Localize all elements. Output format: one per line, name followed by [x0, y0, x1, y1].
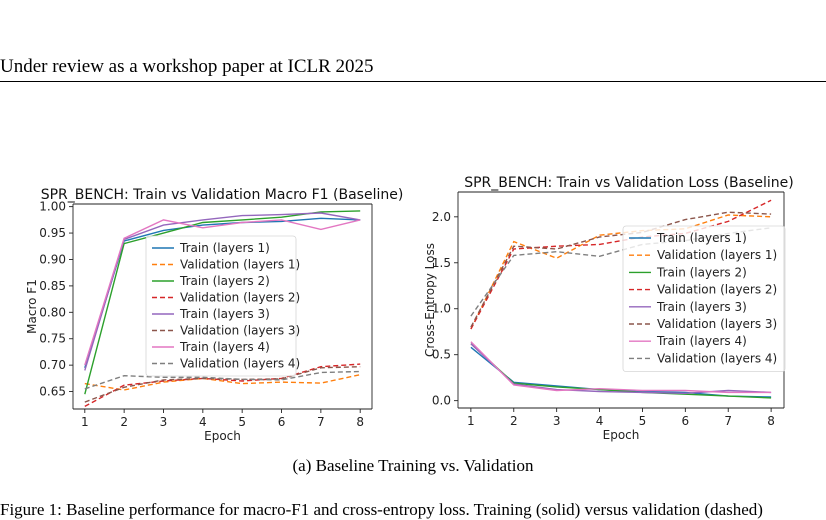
legend-label: Validation (layers 3): [180, 324, 300, 338]
legend-label: Validation (layers 3): [657, 317, 777, 331]
legend-label: Validation (layers 2): [180, 291, 300, 305]
legend-label: Train (layers 3): [656, 300, 747, 314]
legend-label: Validation (layers 1): [657, 248, 777, 262]
x-tick-label: 5: [238, 415, 246, 429]
y-tick-label: 0.0: [432, 394, 451, 408]
y-tick-label: 0.65: [39, 385, 66, 399]
x-tick-label: 7: [317, 415, 325, 429]
body-text-fragment: Figure 1: Baseline performance for macro…: [0, 500, 763, 520]
legend-label: Train (layers 3): [179, 307, 270, 321]
x-axis-label: Epoch: [603, 428, 640, 442]
series-line-validation-layers-1: [85, 375, 360, 390]
y-tick-label: 0.90: [39, 252, 66, 266]
y-axis-label: Macro F1: [25, 279, 39, 334]
x-tick-label: 4: [596, 414, 604, 428]
figure-caption: (a) Baseline Training vs. Validation: [0, 456, 826, 476]
y-axis-label: Cross-Entropy Loss: [423, 243, 437, 357]
legend-label: Train (layers 4): [656, 334, 747, 348]
y-tick-label: 0.85: [39, 279, 66, 293]
y-tick-label: 2.0: [432, 210, 451, 224]
legend-label: Train (layers 2): [656, 265, 747, 279]
x-tick-label: 7: [724, 414, 732, 428]
y-tick-label: 0.80: [39, 305, 66, 319]
x-tick-label: 5: [639, 414, 647, 428]
x-tick-label: 2: [510, 414, 518, 428]
y-tick-label: 0.75: [39, 332, 66, 346]
legend-label: Validation (layers 4): [180, 357, 300, 371]
macro-f1-chart: SPR_BENCH: Train vs Validation Macro F1 …: [0, 180, 410, 450]
y-tick-label: 1.00: [39, 200, 66, 214]
y-tick-label: 0.95: [39, 226, 66, 240]
legend-label: Train (layers 1): [179, 241, 270, 255]
header-rule: [0, 81, 826, 82]
x-tick-label: 6: [682, 414, 690, 428]
running-header: Under review as a workshop paper at ICLR…: [0, 56, 374, 78]
x-tick-label: 8: [356, 415, 364, 429]
x-tick-label: 3: [160, 415, 168, 429]
x-tick-label: 6: [278, 415, 286, 429]
x-tick-label: 1: [467, 414, 475, 428]
y-tick-label: 0.70: [39, 358, 66, 372]
loss-chart: SPR_BENCH: Train vs Validation Loss (Bas…: [418, 168, 826, 450]
x-tick-label: 2: [120, 415, 128, 429]
x-axis-label: Epoch: [204, 429, 241, 443]
legend-label: Train (layers 2): [179, 274, 270, 288]
legend-label: Validation (layers 2): [657, 283, 777, 297]
legend-label: Validation (layers 1): [180, 258, 300, 272]
legend-label: Train (layers 4): [179, 340, 270, 354]
x-tick-label: 3: [553, 414, 561, 428]
legend-label: Validation (layers 4): [657, 351, 777, 365]
chart-title: SPR_BENCH: Train vs Validation Loss (Bas…: [464, 175, 794, 191]
chart-title: SPR_BENCH: Train vs Validation Macro F1 …: [41, 187, 404, 203]
x-tick-label: 1: [81, 415, 89, 429]
legend-label: Train (layers 1): [656, 231, 747, 245]
x-tick-label: 4: [199, 415, 207, 429]
x-tick-label: 8: [767, 414, 775, 428]
